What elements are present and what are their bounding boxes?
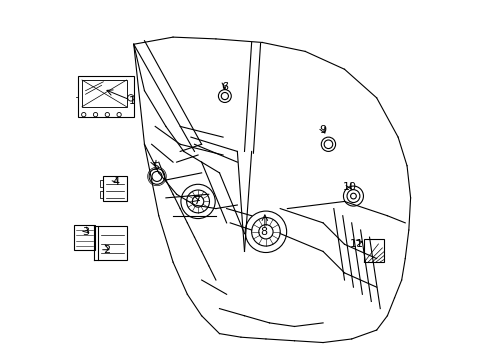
Bar <box>364 239 383 262</box>
Text: 8: 8 <box>260 227 267 237</box>
Bar <box>100 191 103 198</box>
Text: 1: 1 <box>128 96 135 107</box>
Text: 7: 7 <box>192 197 200 206</box>
Text: 2: 2 <box>103 245 110 255</box>
Bar <box>78 76 134 117</box>
Bar <box>98 226 126 260</box>
Bar <box>82 80 126 107</box>
Text: 4: 4 <box>112 177 119 187</box>
Text: 5: 5 <box>151 162 159 172</box>
Text: 11: 11 <box>349 239 363 249</box>
Bar <box>100 180 103 187</box>
Text: 6: 6 <box>221 82 228 92</box>
Text: 10: 10 <box>342 182 356 192</box>
Bar <box>74 225 95 249</box>
Bar <box>103 176 126 202</box>
Text: 3: 3 <box>82 227 89 237</box>
Text: 9: 9 <box>319 125 326 135</box>
